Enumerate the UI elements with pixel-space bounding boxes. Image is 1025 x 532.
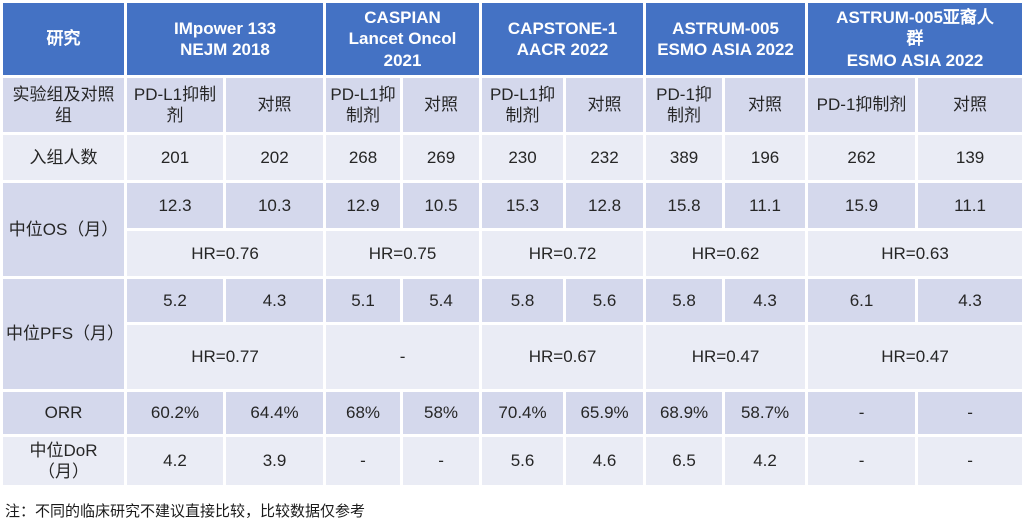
value-cell: 64.4% xyxy=(226,392,324,434)
value-cell: 65.9% xyxy=(566,392,644,434)
study-journal: NEJM 2018 xyxy=(180,40,270,59)
value-cell: 230 xyxy=(482,135,564,180)
value-cell: - xyxy=(808,437,916,485)
row-label-arms: 实验组及对照 组 xyxy=(3,78,124,132)
corner-header: 研究 xyxy=(3,3,124,75)
arm-cell: PD-1抑制剂 xyxy=(808,78,916,132)
study-name: CAPSTONE-1 xyxy=(507,18,618,38)
value-cell: 12.9 xyxy=(326,183,401,228)
value-cell: 232 xyxy=(566,135,644,180)
value-cell: 70.4% xyxy=(482,392,564,434)
arm-cell: PD-L1抑制剂 xyxy=(127,78,223,132)
value-cell: 12.3 xyxy=(127,183,223,228)
study-header: CASPIAN Lancet Oncol 2021 xyxy=(326,3,480,75)
hr-cell: HR=0.77 xyxy=(127,325,324,389)
value-cell: 11.1 xyxy=(918,183,1023,228)
row-label-dor: 中位DoR （月） xyxy=(3,437,124,485)
study-journal: ESMO ASIA 2022 xyxy=(657,40,794,59)
row-label-orr: ORR xyxy=(3,392,124,434)
study-header: ASTRUM-005亚裔人 群 ESMO ASIA 2022 xyxy=(808,3,1023,75)
row-label-enrollment: 入组人数 xyxy=(3,135,124,180)
value-cell: 6.1 xyxy=(808,279,916,322)
value-cell: 5.6 xyxy=(566,279,644,322)
value-cell: - xyxy=(403,437,480,485)
hr-cell: HR=0.67 xyxy=(482,325,644,389)
value-cell: 5.1 xyxy=(326,279,401,322)
value-cell: 196 xyxy=(725,135,806,180)
value-cell: 262 xyxy=(808,135,916,180)
value-cell: 4.3 xyxy=(725,279,806,322)
hr-cell: HR=0.72 xyxy=(482,231,644,276)
value-cell: 5.2 xyxy=(127,279,223,322)
clinical-trial-comparison-table: 研究 IMpower 133 NEJM 2018 CASPIAN Lancet Onco… xyxy=(3,3,1023,485)
study-name: ASTRUM-005亚裔人 群 xyxy=(836,8,994,49)
control-cell: 对照 xyxy=(566,78,644,132)
hr-cell: HR=0.76 xyxy=(127,231,324,276)
value-cell: 68.9% xyxy=(646,392,723,434)
value-cell: - xyxy=(326,437,401,485)
value-cell: - xyxy=(918,437,1023,485)
value-cell: 5.6 xyxy=(482,437,564,485)
value-cell: 139 xyxy=(918,135,1023,180)
hr-cell: HR=0.47 xyxy=(646,325,806,389)
value-cell: 5.8 xyxy=(482,279,564,322)
study-name: CASPIAN xyxy=(364,8,441,28)
value-cell: 4.3 xyxy=(226,279,324,322)
control-cell: 对照 xyxy=(918,78,1023,132)
value-cell: 58.7% xyxy=(725,392,806,434)
control-cell: 对照 xyxy=(403,78,480,132)
study-name: ASTRUM-005 xyxy=(672,18,779,38)
hr-cell: HR=0.75 xyxy=(326,231,480,276)
hr-cell: HR=0.62 xyxy=(646,231,806,276)
value-cell: - xyxy=(918,392,1023,434)
value-cell: 5.4 xyxy=(403,279,480,322)
study-journal: Lancet Oncol 2021 xyxy=(348,29,457,70)
study-header: ASTRUM-005 ESMO ASIA 2022 xyxy=(646,3,806,75)
value-cell: 15.3 xyxy=(482,183,564,228)
value-cell: 12.8 xyxy=(566,183,644,228)
value-cell: 4.2 xyxy=(725,437,806,485)
study-header: IMpower 133 NEJM 2018 xyxy=(127,3,324,75)
value-cell: 269 xyxy=(403,135,480,180)
value-cell: 4.3 xyxy=(918,279,1023,322)
value-cell: 3.9 xyxy=(226,437,324,485)
value-cell: 10.3 xyxy=(226,183,324,228)
hr-cell: HR=0.47 xyxy=(808,325,1023,389)
control-cell: 对照 xyxy=(226,78,324,132)
row-label-pfs: 中位PFS（月） xyxy=(3,279,124,389)
value-cell: 202 xyxy=(226,135,324,180)
hr-cell: HR=0.63 xyxy=(808,231,1023,276)
value-cell: 6.5 xyxy=(646,437,723,485)
value-cell: 5.8 xyxy=(646,279,723,322)
arm-cell: PD-1抑制剂 xyxy=(646,78,723,132)
value-cell: 15.9 xyxy=(808,183,916,228)
hr-cell: - xyxy=(326,325,480,389)
value-cell: 10.5 xyxy=(403,183,480,228)
value-cell: 389 xyxy=(646,135,723,180)
value-cell: 4.2 xyxy=(127,437,223,485)
value-cell: 4.6 xyxy=(566,437,644,485)
row-label-os: 中位OS（月） xyxy=(3,183,124,276)
arm-cell: PD-L1抑制剂 xyxy=(482,78,564,132)
value-cell: 68% xyxy=(326,392,401,434)
value-cell: 15.8 xyxy=(646,183,723,228)
study-header: CAPSTONE-1 AACR 2022 xyxy=(482,3,644,75)
table-footnote: 注：不同的临床研究不建议直接比较，比较数据仅参考 xyxy=(5,503,366,520)
value-cell: 201 xyxy=(127,135,223,180)
value-cell: 58% xyxy=(403,392,480,434)
study-name: IMpower 133 xyxy=(173,18,277,38)
control-cell: 对照 xyxy=(725,78,806,132)
study-journal: AACR 2022 xyxy=(516,40,609,59)
value-cell: 268 xyxy=(326,135,401,180)
value-cell: 60.2% xyxy=(127,392,223,434)
study-journal: ESMO ASIA 2022 xyxy=(846,50,984,70)
arm-cell: PD-L1抑制剂 xyxy=(326,78,401,132)
value-cell: 11.1 xyxy=(725,183,806,228)
value-cell: - xyxy=(808,392,916,434)
